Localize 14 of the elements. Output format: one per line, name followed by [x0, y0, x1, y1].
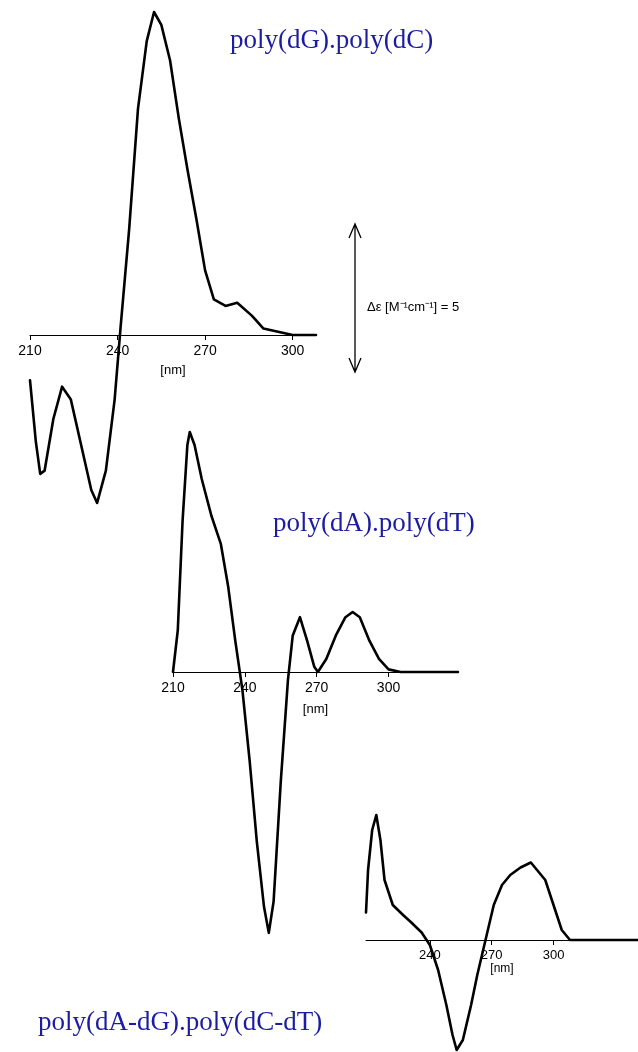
- x-tick-label: 300: [280, 342, 305, 358]
- x-axis-title: [nm]: [160, 362, 186, 377]
- x-axis-title: [nm]: [302, 701, 329, 716]
- text: Δε [M⁻¹cm⁻¹] = 5: [367, 299, 460, 314]
- x-tick-label: 270: [193, 342, 217, 358]
- x-tick-label: 210: [18, 342, 42, 358]
- x-tick-label: 300: [376, 679, 401, 695]
- chart-title: poly(dG).poly(dC): [230, 23, 434, 54]
- x-tick-label: 300: [542, 947, 565, 962]
- text: poly(dA).poly(dT): [273, 506, 475, 537]
- x-axis-title: [nm]: [490, 961, 514, 975]
- x-tick-label: 210: [161, 679, 185, 695]
- x-tick-label: 270: [305, 679, 329, 695]
- text: poly(dA-dG).poly(dC-dT): [38, 1005, 323, 1036]
